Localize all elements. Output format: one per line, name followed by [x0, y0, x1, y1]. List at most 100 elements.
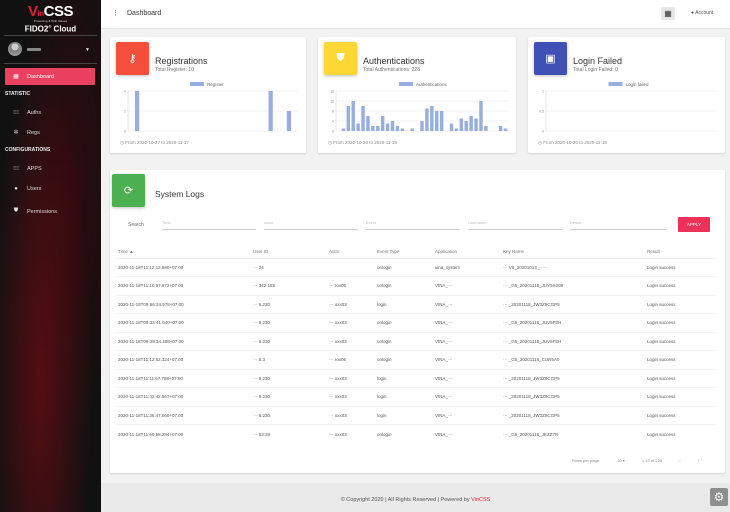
col-event-type[interactable]: Event Type — [377, 249, 400, 255]
more-vert-icon[interactable]: ⋮ — [112, 10, 119, 17]
col-actor[interactable]: Actor — [329, 249, 340, 255]
refresh-icon[interactable]: ⟳ — [112, 174, 145, 207]
table-cell: Login success — [645, 294, 716, 314]
table-cell: 2020-11-18T11:38:47.060+07:00 — [116, 405, 251, 425]
table-cell: Login success — [645, 313, 716, 332]
login-failed-card: ▣ Login Failed Total Login Failed: 0 Log… — [528, 37, 725, 153]
chart-bar — [474, 118, 478, 131]
chart-bar — [498, 126, 503, 131]
sidebar-item-auths[interactable]: ⁝⁝⁝ Auths — [5, 104, 95, 121]
filter-result-input[interactable]: Result — [570, 220, 666, 230]
chart-bar — [356, 123, 360, 131]
chart-bar — [346, 106, 351, 131]
table-cell: onlogin — [375, 331, 433, 351]
col-result[interactable]: Result — [647, 249, 660, 255]
footer-brand-link[interactable]: VinCSS — [471, 497, 491, 503]
table-cell: 2020-11-18T09:29:34.488+07:00 — [116, 331, 251, 351]
apps-icon: ⁝⁝⁝ — [13, 166, 19, 172]
table-cell: 2020-11-18T11:10:57.872+07:00 — [116, 276, 251, 295]
col-user-id[interactable]: User ID — [253, 249, 269, 255]
sidebar-item-permissions[interactable]: ⛊ Permissions — [5, 203, 95, 220]
table-row[interactable]: 2020-11-18T11:43:42.567+07:00 ··· 6.230 ··… — [116, 387, 716, 406]
user-menu[interactable]: ▼ — [8, 41, 96, 57]
filter-time-input[interactable]: Time — [162, 220, 256, 230]
authentications-title: Authentications — [363, 56, 425, 66]
registrations-range: ◷ From 2020-10-27 to 2020-11-17 — [120, 140, 189, 145]
table-cell: 2020-11-18T11:11:57.788+07:00 — [116, 368, 251, 388]
table-cell: ··· 6.230 — [251, 331, 327, 351]
table-cell: 2020-11-18T11:43:42.567+07:00 — [116, 387, 251, 406]
table-row[interactable]: 2020-11-18T11:11:57.788+07:00 ··· 6.230 ··… — [116, 368, 716, 388]
grid-view-button[interactable]: ▦ — [661, 7, 675, 20]
table-cell: ··· _G5_20201118_JUV5F8H — [501, 331, 645, 351]
table-row[interactable]: 2020-11-18T11:38:47.060+07:00 ··· 6.230 ··… — [116, 405, 716, 425]
col-time[interactable]: Time ▲ — [118, 249, 134, 255]
filter-actor-input[interactable]: Actor — [264, 220, 358, 230]
chart-bar — [341, 128, 346, 131]
chart-bar — [395, 126, 400, 131]
grid-icon: ⁝⁝⁝ — [13, 110, 19, 116]
table-row[interactable]: 2020-11-18T09:56:34.578+07:00 ··· 6.230 ··… — [116, 294, 716, 314]
authentications-chart: Authentications 0 4 8 12 16 — [330, 82, 508, 134]
y-tick-label: 12 — [330, 100, 334, 104]
table-row[interactable]: 2020-11-18T11:12:12.580+07:00 ··· 24 onlog… — [116, 257, 716, 277]
y-tick-label: 4 — [332, 120, 334, 124]
col-application[interactable]: Application — [435, 249, 458, 255]
table-cell: ··· oxx03 — [327, 424, 375, 443]
chart-bar — [425, 108, 429, 131]
table-cell: onlogin — [375, 350, 433, 369]
table-cell: ··· _20201118_JW3Z9CGP5 — [501, 294, 645, 314]
table-cell: login — [375, 405, 433, 425]
table-cell: ··· _G5_20201118_JUV5F8H — [501, 313, 645, 332]
table-cell: ··· _G5_20201118_JUY5S209 — [501, 276, 645, 295]
filter-username-input[interactable]: Username — [468, 220, 562, 230]
sidebar-item-apps[interactable]: ⁝⁝⁝ APPS — [5, 160, 95, 177]
table-row[interactable]: 2020-11-18T09:33:41.640+07:00 ··· 6.230 ··… — [116, 313, 716, 332]
sidebar-item-regs[interactable]: ✲ Regs — [5, 124, 95, 141]
col-key-name[interactable]: Key Name — [503, 249, 525, 255]
table-cell: Login success — [645, 387, 716, 406]
filter-event-input[interactable]: Event — [366, 220, 460, 230]
footer: © Copyright 2020 | All Rights Reserved |… — [101, 483, 730, 512]
logo-mark: VinCSS — [28, 3, 73, 20]
brand-logo[interactable]: VinCSS Protecting & With Values FIDO2® C… — [0, 3, 101, 34]
table-cell: login — [375, 294, 433, 314]
logo-tagline: Protecting & With Values — [34, 19, 67, 23]
table-cell: ··· 6.230 — [251, 405, 327, 425]
table-row[interactable]: 2020-11-18T11:12:52.324+07:00 ··· 5.3 ··· … — [116, 350, 716, 369]
chart-bar — [420, 121, 424, 131]
chart-bar — [459, 118, 464, 131]
chart-bar — [134, 91, 140, 131]
caret-down-icon: ▼ — [85, 47, 90, 53]
prev-page-button[interactable]: ‹ — [679, 458, 681, 463]
account-button[interactable]: ● Account — [691, 10, 714, 16]
sidebar-item-users[interactable]: ● Users — [5, 180, 95, 197]
table-cell: 2020-11-18T09:33:41.640+07:00 — [116, 313, 251, 332]
table-cell: vina_system — [433, 257, 501, 277]
next-page-button[interactable]: › — [697, 458, 700, 463]
sidebar: VinCSS Protecting & With Values FIDO2® C… — [0, 0, 101, 512]
table-row[interactable]: 2020-11-18T11:50:58.284+07:00 ··· 53:38 ··… — [116, 424, 716, 443]
legend-swatch — [608, 82, 623, 86]
registrations-total: Total Register: 10 — [155, 67, 194, 73]
legend-swatch — [190, 82, 204, 86]
table-cell: Login success — [645, 405, 716, 425]
table-row[interactable]: 2020-11-18T11:10:57.872+07:00 ··· 342 155… — [116, 276, 716, 295]
legend-swatch — [399, 82, 413, 86]
chart-bar — [371, 126, 375, 131]
table-cell: onlogin — [375, 276, 433, 295]
table-cell: ··· oxx03 — [327, 313, 375, 332]
fingerprint-icon: ✲ — [13, 130, 19, 136]
sidebar-item-dashboard[interactable]: ▦ Dashboard — [5, 68, 95, 85]
table-row[interactable]: 2020-11-18T09:29:34.488+07:00 ··· 6.230 ··… — [116, 331, 716, 351]
authentications-range: ◷ From 2020-10-20 to 2020-11-19 — [328, 140, 397, 145]
gear-icon[interactable]: ⚙ — [710, 488, 728, 506]
y-tick-label: 0 — [332, 130, 334, 134]
apply-button[interactable]: APPLY — [678, 217, 710, 232]
rows-per-page-select[interactable]: 10 ▾ — [617, 458, 625, 463]
table-cell: ··· _20201118_JW3Z9CGP5 — [501, 387, 645, 406]
table-cell: VINA_··· — [433, 276, 501, 295]
legend-label: Authentications — [416, 82, 448, 87]
person-icon: ● — [691, 10, 695, 16]
table-cell: Login success — [645, 276, 716, 295]
